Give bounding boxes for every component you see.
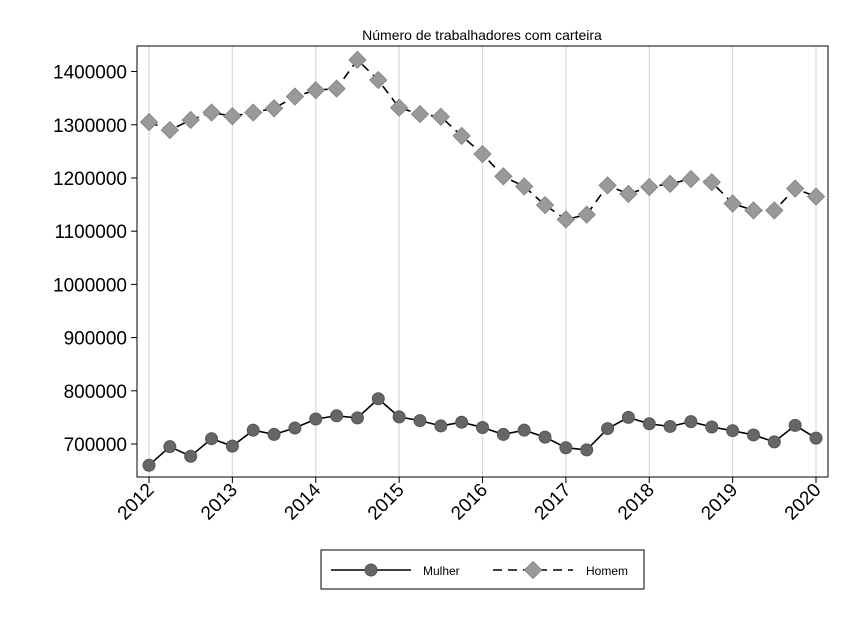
mulher-point: [580, 443, 594, 457]
mulher-point: [809, 431, 823, 445]
homem-point: [244, 103, 263, 122]
homem-point: [785, 179, 805, 198]
mulher-point: [413, 414, 427, 428]
mulher-point: [225, 439, 239, 453]
homem-point: [306, 80, 325, 100]
mulher-point: [246, 423, 260, 437]
x-tick-label: 2019: [697, 480, 742, 525]
mulher-point: [309, 412, 323, 426]
homem-point: [681, 169, 701, 189]
mulher-point: [371, 392, 385, 406]
mulher-point: [684, 415, 698, 429]
series-layer: [139, 50, 826, 472]
mulher-point: [601, 422, 615, 436]
homem-point: [348, 50, 367, 70]
legend: Mulher Homem: [320, 549, 645, 590]
homem-point: [327, 79, 346, 98]
homem-point: [452, 126, 471, 146]
mulher-point: [746, 428, 760, 442]
homem-point: [202, 103, 221, 122]
mulher-point: [496, 427, 510, 441]
mulher-point: [767, 435, 781, 449]
mulher-point: [330, 409, 344, 423]
homem-point: [765, 201, 784, 220]
homem-point: [744, 201, 763, 220]
y-tick-label: 800000: [64, 382, 127, 403]
mulher-point: [642, 417, 656, 431]
mulher-point: [663, 419, 677, 433]
homem-point: [598, 176, 617, 195]
legend-mulher-label: Mulher: [423, 564, 460, 578]
homem-point: [702, 173, 721, 192]
homem-point: [577, 205, 596, 224]
homem-point: [619, 184, 638, 204]
y-tick-label: 1100000: [54, 222, 127, 243]
homem-point: [494, 167, 513, 186]
mulher-point: [726, 424, 740, 438]
x-tick-label: 2018: [614, 480, 659, 525]
homem-point: [264, 99, 284, 118]
chart-title: Número de trabalhadores com carteira: [362, 27, 602, 43]
homem-point: [285, 87, 305, 106]
homem-point: [660, 174, 680, 194]
x-tick-label: 2020: [781, 480, 826, 525]
homem-point: [139, 112, 159, 132]
homem-point: [723, 194, 742, 213]
mulher-point: [184, 449, 198, 463]
homem-point: [806, 187, 826, 206]
mulher-point: [559, 441, 573, 455]
mulher-point: [163, 440, 177, 454]
y-tick-label: 700000: [64, 435, 127, 456]
mulher-point: [788, 418, 802, 432]
y-axis: 700000 800000 900000 1000000 1100000 1200000 1…: [53, 63, 137, 456]
x-tick-label: 2014: [281, 479, 326, 524]
homem-point: [160, 120, 180, 140]
x-axis: 2012 2013 2014 2015 2016 2017 2018 2019 2020: [114, 477, 826, 524]
homem-point: [410, 104, 430, 124]
homem-point: [223, 107, 242, 126]
homem-point: [640, 177, 659, 197]
mulher-point: [455, 415, 469, 429]
y-tick-label: 1200000: [53, 169, 127, 190]
mulher-point: [288, 421, 302, 435]
mulher-point: [267, 427, 281, 441]
homem-point: [181, 110, 200, 130]
y-tick-label: 1400000: [53, 63, 127, 84]
homem-point: [369, 70, 388, 90]
homem-point: [389, 98, 409, 117]
homem-point: [556, 210, 576, 229]
legend-mulher-marker: [364, 563, 378, 577]
homem-point: [431, 107, 451, 126]
mulher-point: [142, 458, 156, 472]
mulher-point: [621, 410, 635, 424]
x-tick-label: 2016: [447, 480, 492, 525]
y-tick-label: 1300000: [53, 116, 127, 137]
y-tick-label: 1000000: [53, 275, 127, 296]
y-tick-label: 900000: [64, 329, 127, 350]
x-tick-label: 2013: [197, 480, 242, 525]
homem-point: [473, 144, 492, 164]
mulher-point: [538, 430, 552, 444]
mulher-point: [205, 432, 219, 446]
homem-point: [514, 177, 534, 196]
mulher-point: [392, 410, 406, 424]
x-tick-label: 2017: [531, 480, 576, 525]
legend-homem-label: Homem: [586, 564, 628, 578]
homem-point: [535, 195, 555, 215]
x-tick-label: 2015: [364, 480, 409, 525]
mulher-point: [705, 420, 719, 434]
mulher-point: [434, 419, 448, 433]
mulher-point: [476, 421, 489, 435]
mulher-point: [350, 411, 364, 425]
x-tick-label: 2012: [114, 480, 159, 525]
mulher-point: [517, 423, 531, 437]
legend-homem-marker: [523, 560, 543, 580]
